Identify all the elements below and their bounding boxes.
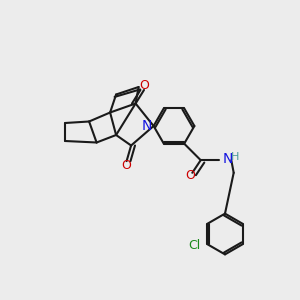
Text: O: O — [185, 169, 195, 182]
Text: Cl: Cl — [188, 239, 201, 252]
Text: N: N — [223, 152, 233, 166]
Text: H: H — [231, 152, 239, 162]
Text: N: N — [142, 119, 152, 133]
Text: O: O — [122, 159, 131, 172]
Text: O: O — [139, 79, 149, 92]
